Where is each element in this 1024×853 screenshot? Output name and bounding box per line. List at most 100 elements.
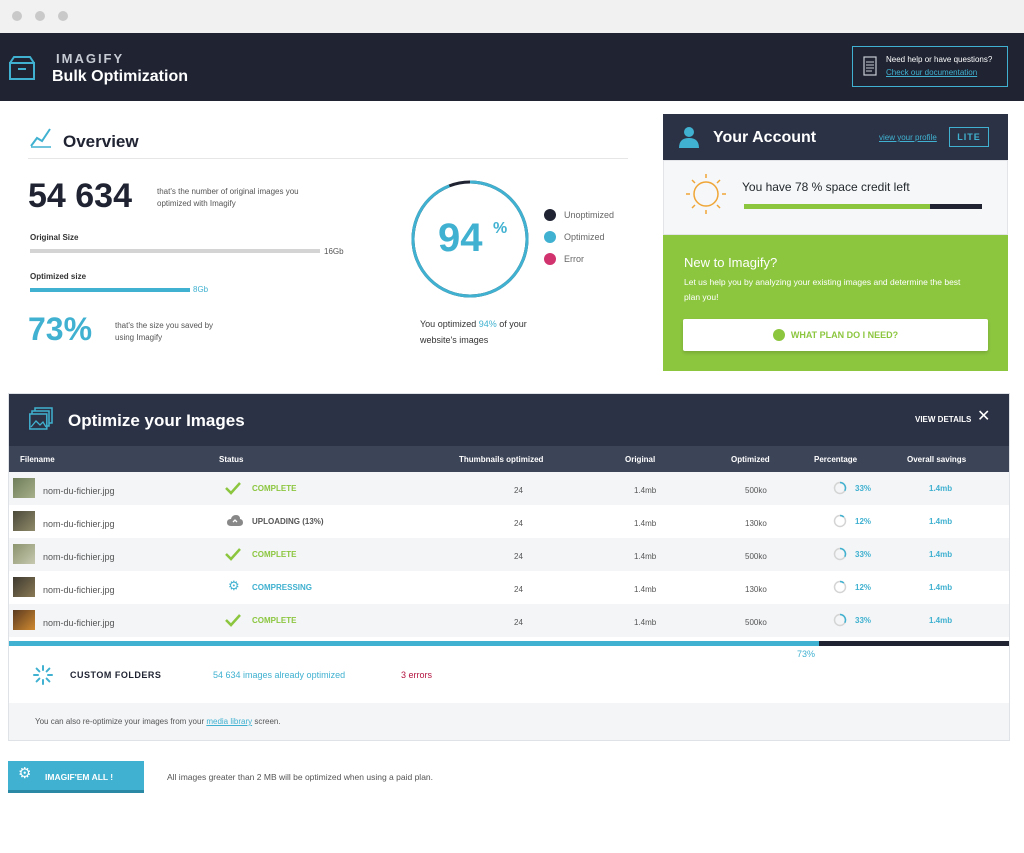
brand-logo: IMAGIFY [56, 51, 125, 66]
user-icon [679, 127, 699, 148]
optimized-size: 500ko [745, 618, 767, 627]
optimize-panel: Optimize your Images VIEW DETAILS ✕ File… [8, 393, 1010, 741]
legend-label: Optimized [564, 232, 605, 242]
close-icon[interactable]: ✕ [977, 408, 991, 425]
status-label: COMPLETE [252, 550, 297, 559]
optimization-progress-bar [9, 641, 1009, 646]
optimize-title: Optimize your Images [68, 411, 245, 430]
status-label: COMPLETE [252, 616, 297, 625]
percentage-value: 33% [855, 616, 872, 625]
original-size: 1.4mb [634, 486, 657, 495]
table-row: nom-du-fichier.jpg UPLOADING (13%) 24 1.4mb… [9, 505, 1009, 538]
original-size-value: 16Gb [324, 247, 344, 256]
overall-savings: 1.4mb [929, 517, 953, 526]
window-minimize-dot[interactable] [35, 11, 45, 21]
filename: nom-du-fichier.jpg [43, 519, 115, 529]
image-thumbnail [13, 478, 35, 498]
imagif-em-all-button[interactable]: ⚙ IMAGIF'EM ALL ! [8, 761, 144, 793]
thumbnails-count: 24 [514, 486, 523, 495]
overview-title: Overview [63, 132, 139, 151]
progress-label: 73% [797, 649, 816, 659]
percentage-value: 33% [855, 484, 872, 493]
window-zoom-dot[interactable] [58, 11, 68, 21]
check-icon [225, 482, 241, 495]
table-row: nom-du-fichier.jpg COMPLETE 24 1.4mb 500ko 33… [9, 472, 1009, 505]
optimized-size: 500ko [745, 486, 767, 495]
sun-icon [686, 174, 726, 214]
gear-icon: ⚙ [18, 765, 32, 782]
optimized-size: 130ko [745, 519, 767, 528]
caption-pct: 94% [478, 319, 497, 329]
percentage-ring [833, 514, 847, 528]
footer-pre: You can also re-optimize your images fro… [35, 717, 207, 726]
paid-plan-note: All images greater than 2 MB will be opt… [167, 772, 434, 782]
new-box-desc: Let us help you by analyzing your existi… [684, 277, 961, 302]
optimized-size-track [30, 288, 370, 292]
percentage-value: 12% [855, 583, 872, 592]
check-icon [225, 548, 241, 561]
donut-caption: You optimized 94% of your website's imag… [420, 316, 550, 348]
images-count: 54 634 [28, 177, 132, 215]
thumbnails-count: 24 [514, 552, 523, 561]
view-details-button[interactable]: VIEW DETAILS [915, 415, 972, 424]
cloud-upload-icon [227, 515, 243, 526]
documentation-link[interactable]: Check our documentation [886, 68, 978, 77]
view-profile-link[interactable]: view your profile [879, 133, 937, 142]
gear-icon: ⚙ [228, 578, 240, 593]
account-header: Your Account view your profile LITE [663, 114, 1008, 160]
image-thumbnail [13, 577, 35, 597]
original-size: 1.4mb [634, 618, 657, 627]
footer-post: screen. [252, 717, 281, 726]
status-label: COMPRESSING [252, 583, 313, 592]
table-header: Filename Status Thumbnails optimized Ori… [9, 446, 1009, 472]
legend-swatch-unoptimized [544, 209, 556, 221]
thumbnails-count: 24 [514, 585, 523, 594]
loading-spinner-icon [33, 665, 53, 685]
optimized-size: 500ko [745, 552, 767, 561]
image-thumbnail [13, 544, 35, 564]
what-plan-label: WHAT PLAN DO I NEED? [790, 330, 899, 340]
credit-text: You have 78 % space credit left [742, 180, 910, 194]
original-size-label: Original Size [30, 233, 79, 242]
divider [28, 158, 628, 159]
filename: nom-du-fichier.jpg [43, 618, 115, 628]
optimized-size-bar [30, 288, 190, 292]
new-box-title: New to Imagify? [684, 255, 778, 270]
progress-fill [9, 641, 819, 646]
col-status: Status [219, 455, 244, 464]
table-row: nom-du-fichier.jpg COMPLETE 24 1.4mb 500ko 33… [9, 538, 1009, 571]
what-plan-button[interactable]: WHAT PLAN DO I NEED? [683, 319, 988, 351]
legend-swatch-optimized [544, 231, 556, 243]
caption-pre: You optimized [420, 319, 479, 329]
col-filename: Filename [20, 455, 55, 464]
saved-percent: 73% [28, 311, 93, 347]
col-optimized: Optimized [731, 455, 770, 464]
document-icon [863, 56, 877, 76]
legend-label: Unoptimized [564, 210, 615, 220]
original-size: 1.4mb [634, 519, 657, 528]
image-thumbnail [13, 610, 35, 630]
col-percentage: Percentage [814, 455, 858, 464]
legend-swatch-error [544, 253, 556, 265]
window-close-dot[interactable] [12, 11, 22, 21]
page-title: Bulk Optimization [52, 68, 188, 85]
donut-unit: % [493, 220, 508, 237]
status-label: COMPLETE [252, 484, 297, 493]
footer-text: You can also re-optimize your images fro… [35, 717, 281, 726]
original-size: 1.4mb [634, 552, 657, 561]
already-optimized-text: 54 634 images already optimized [213, 670, 346, 680]
optimized-size: 130ko [745, 585, 767, 594]
optimized-size-value: 8Gb [193, 285, 209, 294]
media-library-link[interactable]: media library [206, 717, 253, 726]
overall-savings: 1.4mb [929, 583, 953, 592]
table-body: nom-du-fichier.jpg COMPLETE 24 1.4mb 500ko 33… [9, 472, 1009, 638]
filename: nom-du-fichier.jpg [43, 585, 115, 595]
credit-bar-fill [744, 204, 930, 209]
images-count-desc: that's the number of original images you… [157, 187, 299, 208]
overview-panel: Overview 54 634 that's the number of ori… [0, 101, 650, 381]
errors-count: 3 errors [401, 670, 433, 680]
app-header: IMAGIFY Bulk Optimization Need help or h… [0, 33, 1024, 101]
imagif-em-all-label: IMAGIF'EM ALL ! [45, 772, 114, 782]
chart-line-icon [30, 128, 51, 148]
help-text: Need help or have questions? [886, 55, 993, 64]
